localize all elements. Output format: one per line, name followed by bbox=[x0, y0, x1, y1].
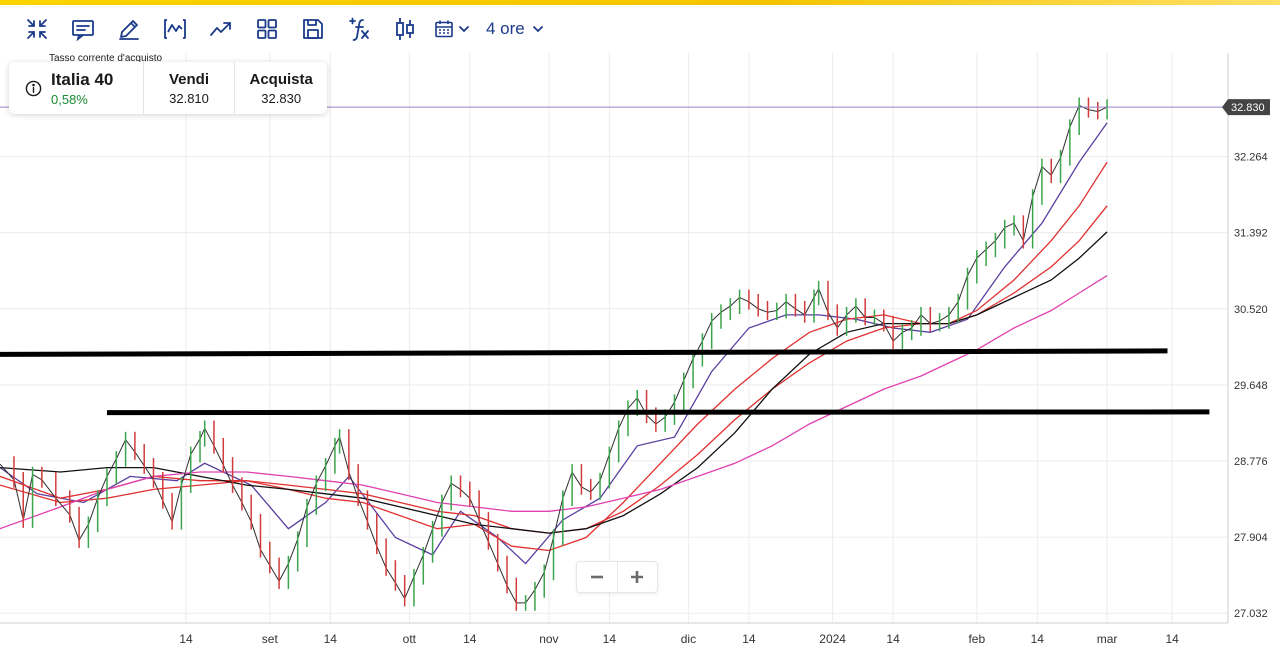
y-tick-label: 27.904 bbox=[1234, 532, 1268, 544]
trend-button[interactable] bbox=[198, 9, 244, 49]
zoom-out-button[interactable] bbox=[577, 562, 618, 592]
collapse-button[interactable] bbox=[14, 9, 60, 49]
layout-icon bbox=[257, 19, 277, 39]
sell-value: 32.810 bbox=[169, 90, 209, 106]
date-range-button[interactable] bbox=[428, 9, 476, 49]
save-button[interactable] bbox=[290, 9, 336, 49]
trend-icon bbox=[210, 22, 231, 36]
y-tick-label: 30.520 bbox=[1234, 304, 1268, 316]
y-tick-label: 28.776 bbox=[1234, 456, 1268, 468]
chart-settings-button[interactable] bbox=[60, 9, 106, 49]
drawn-support-line bbox=[106, 409, 1210, 416]
collapse-icon bbox=[27, 19, 47, 39]
info-icon[interactable] bbox=[25, 80, 42, 97]
plus-icon bbox=[631, 571, 644, 583]
x-tick-label: nov bbox=[539, 632, 558, 646]
timeframe-label: 4 ore bbox=[486, 19, 525, 38]
formula-icon bbox=[349, 17, 369, 41]
brand-accent-bar bbox=[0, 0, 1280, 5]
price-chart[interactable]: 27.032 27.904 28.776 29.648 30.520 31.392 32.2… bbox=[0, 53, 1280, 654]
buy-value: 32.830 bbox=[261, 90, 302, 106]
candle-icon bbox=[396, 18, 414, 40]
x-tick-label: 2024 bbox=[819, 632, 846, 646]
x-tick-label: 14 bbox=[603, 632, 617, 646]
plot-group bbox=[0, 97, 1210, 611]
instrument-info[interactable]: Italia 40 0,58% bbox=[9, 62, 144, 114]
x-tick-label: ott bbox=[403, 632, 417, 646]
x-tick-label: 14 bbox=[886, 632, 900, 646]
y-tick-label: 32.264 bbox=[1234, 152, 1268, 164]
price-series-line bbox=[0, 104, 1108, 604]
sell-label: Vendi bbox=[169, 70, 210, 88]
x-tick-label: mar bbox=[1097, 632, 1118, 646]
chart-type-button[interactable] bbox=[382, 9, 428, 49]
price-tag-label: 32.830 bbox=[1231, 102, 1265, 114]
formula-button[interactable] bbox=[336, 9, 382, 49]
buy-label: Acquista bbox=[249, 70, 313, 88]
moving-average-line bbox=[0, 205, 1108, 534]
chart-settings-icon bbox=[72, 20, 94, 42]
moving-average-line bbox=[0, 275, 1108, 530]
y-tick-label: 29.648 bbox=[1234, 380, 1268, 392]
price-tag-box bbox=[1222, 99, 1270, 116]
sell-button[interactable]: Vendi 32.810 bbox=[144, 62, 236, 114]
x-tick-label: 14 bbox=[324, 632, 338, 646]
indicators-button[interactable] bbox=[152, 9, 198, 49]
draw-button[interactable] bbox=[106, 9, 152, 49]
indicator-icon bbox=[164, 19, 186, 39]
zoom-in-button[interactable] bbox=[618, 562, 658, 592]
drawn-support-line bbox=[0, 348, 1168, 357]
quote-card: Italia 40 0,58% Vendi 32.810 Acquista 32… bbox=[9, 62, 327, 114]
draw-icon bbox=[119, 20, 139, 40]
instrument-change: 0,58% bbox=[51, 91, 88, 107]
x-tick-label: 14 bbox=[463, 632, 477, 646]
chart-toolbar: 4 ore bbox=[0, 5, 1280, 53]
x-tick-label: 14 bbox=[1166, 632, 1180, 646]
x-tick-label: 14 bbox=[179, 632, 193, 646]
x-tick-label: set bbox=[262, 632, 279, 646]
x-tick-label: 14 bbox=[1031, 632, 1045, 646]
x-tick-label: dic bbox=[681, 632, 696, 646]
card-caption: Tasso corrente d'acquisto bbox=[49, 53, 163, 64]
chart-area[interactable]: 27.032 27.904 28.776 29.648 30.520 31.392 32.2… bbox=[0, 53, 1280, 654]
y-tick-label: 27.032 bbox=[1234, 608, 1268, 620]
moving-average-line bbox=[0, 122, 1108, 565]
chevron-down-icon bbox=[459, 26, 469, 33]
moving-average-line bbox=[0, 231, 1108, 534]
save-icon bbox=[303, 19, 323, 39]
timeframe-select[interactable]: 4 ore bbox=[486, 19, 544, 39]
y-tick-label: 31.392 bbox=[1234, 228, 1268, 240]
instrument-name: Italia 40 bbox=[51, 69, 114, 89]
x-tick-label: 14 bbox=[742, 632, 756, 646]
zoom-control bbox=[576, 561, 658, 593]
x-tick-label: feb bbox=[968, 632, 985, 646]
layout-button[interactable] bbox=[244, 9, 290, 49]
buy-button[interactable]: Acquista 32.830 bbox=[235, 62, 327, 114]
calendar-icon bbox=[435, 20, 453, 38]
minus-icon bbox=[590, 575, 603, 579]
chevron-down-icon bbox=[532, 26, 543, 33]
